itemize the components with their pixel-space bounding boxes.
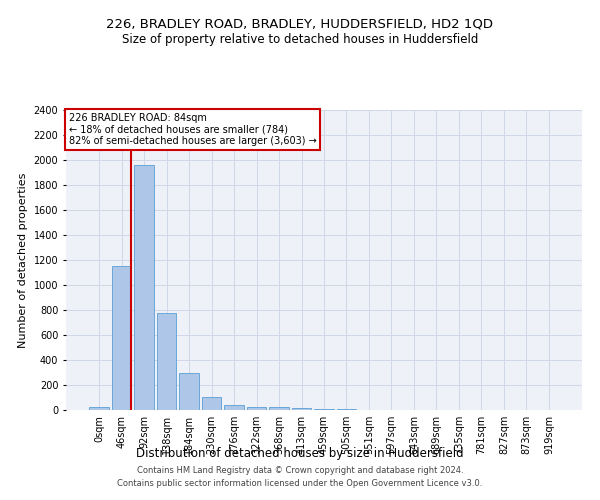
Text: 226, BRADLEY ROAD, BRADLEY, HUDDERSFIELD, HD2 1QD: 226, BRADLEY ROAD, BRADLEY, HUDDERSFIELD… xyxy=(107,18,493,30)
Text: 226 BRADLEY ROAD: 84sqm
← 18% of detached houses are smaller (784)
82% of semi-d: 226 BRADLEY ROAD: 84sqm ← 18% of detache… xyxy=(68,113,316,146)
Bar xyxy=(224,405,244,410)
Bar xyxy=(157,312,176,410)
Bar xyxy=(202,397,221,410)
Bar xyxy=(269,407,289,410)
Bar xyxy=(314,409,334,410)
Bar xyxy=(89,407,109,410)
Bar xyxy=(179,372,199,410)
Text: Distribution of detached houses by size in Huddersfield: Distribution of detached houses by size … xyxy=(136,448,464,460)
Text: Contains HM Land Registry data © Crown copyright and database right 2024.
Contai: Contains HM Land Registry data © Crown c… xyxy=(118,466,482,487)
Text: Size of property relative to detached houses in Huddersfield: Size of property relative to detached ho… xyxy=(122,32,478,46)
Y-axis label: Number of detached properties: Number of detached properties xyxy=(18,172,28,348)
Bar xyxy=(112,266,131,410)
Bar xyxy=(247,407,266,410)
Bar xyxy=(292,408,311,410)
Bar xyxy=(134,165,154,410)
